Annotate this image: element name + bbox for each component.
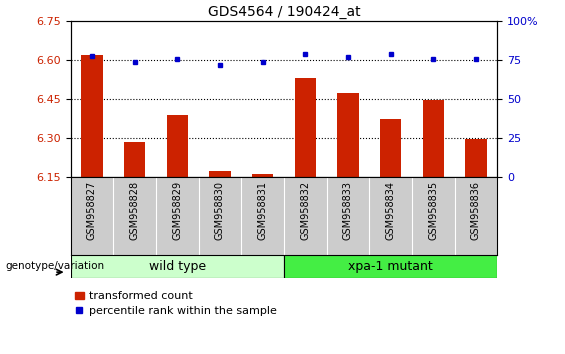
Bar: [81, 55, 103, 177]
Bar: [465, 139, 486, 177]
Bar: [294, 78, 316, 177]
Text: GSM958833: GSM958833: [343, 181, 353, 240]
Text: GSM958836: GSM958836: [471, 181, 481, 240]
Text: GSM958828: GSM958828: [129, 181, 140, 240]
Text: GSM958830: GSM958830: [215, 181, 225, 240]
Bar: [252, 174, 273, 177]
Text: genotype/variation: genotype/variation: [6, 261, 105, 272]
Text: wild type: wild type: [149, 260, 206, 273]
Bar: [380, 119, 401, 177]
Bar: [167, 115, 188, 177]
Text: GSM958831: GSM958831: [258, 181, 268, 240]
Text: GSM958832: GSM958832: [300, 181, 310, 240]
Bar: [423, 101, 444, 177]
Text: GSM958835: GSM958835: [428, 181, 438, 240]
Legend: transformed count, percentile rank within the sample: transformed count, percentile rank withi…: [71, 287, 282, 320]
Title: GDS4564 / 190424_at: GDS4564 / 190424_at: [207, 5, 360, 19]
Text: GSM958829: GSM958829: [172, 181, 182, 240]
Bar: [284, 255, 497, 278]
Text: GSM958834: GSM958834: [385, 181, 396, 240]
Bar: [337, 93, 359, 177]
Bar: [209, 171, 231, 177]
Text: GSM958827: GSM958827: [87, 181, 97, 240]
Text: xpa-1 mutant: xpa-1 mutant: [348, 260, 433, 273]
Bar: [71, 255, 284, 278]
Bar: [124, 142, 145, 177]
